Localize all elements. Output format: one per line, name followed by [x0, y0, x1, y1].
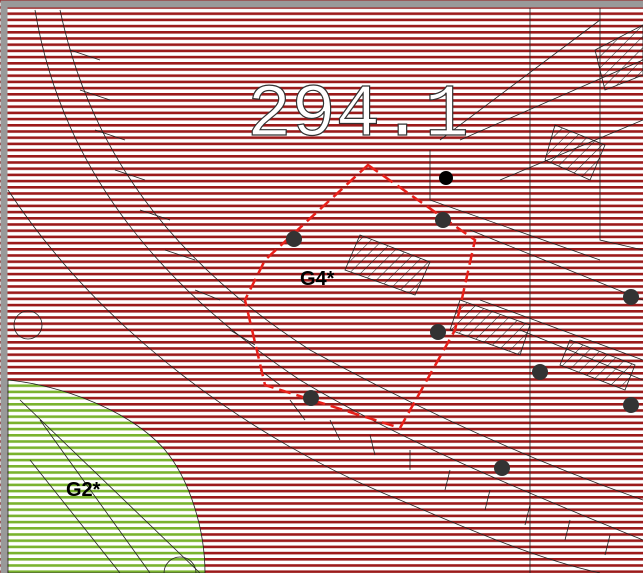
green-zone	[7, 379, 206, 573]
hatched-buildings	[344, 24, 643, 391]
zone-label: G2*	[66, 479, 101, 501]
zone-label: G4*	[300, 268, 335, 290]
survey-points	[286, 171, 639, 476]
parcel-lines	[7, 8, 643, 573]
elevation-label: 294.1	[247, 74, 469, 158]
boundary	[243, 163, 477, 430]
